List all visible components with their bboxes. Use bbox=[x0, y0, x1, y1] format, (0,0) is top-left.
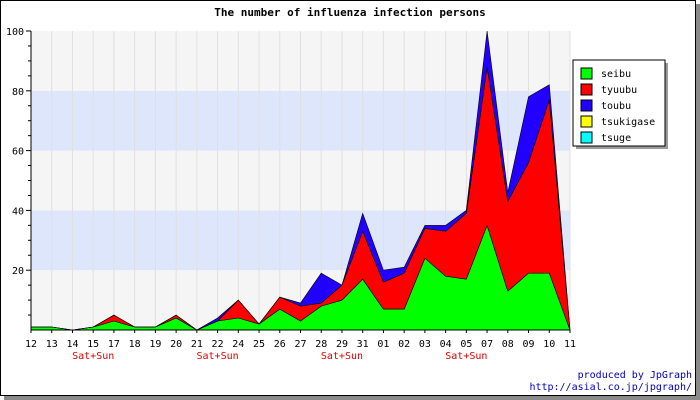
x-tick-label: 07 bbox=[481, 339, 493, 350]
x-tick-label: 25 bbox=[253, 339, 265, 350]
weekend-label: Sat+Sun bbox=[72, 351, 114, 362]
x-tick-label: 12 bbox=[25, 339, 37, 350]
legend-label-tyuubu: tyuubu bbox=[601, 85, 637, 96]
x-tick-label: 03 bbox=[419, 339, 431, 350]
x-tick-label: 01 bbox=[377, 339, 389, 350]
weekend-label: Sat+Sun bbox=[321, 351, 363, 362]
x-tick-label: 28 bbox=[315, 339, 327, 350]
y-tick-label: 60 bbox=[12, 147, 24, 158]
x-tick-label: 15 bbox=[87, 339, 99, 350]
y-tick-label: 40 bbox=[12, 206, 24, 217]
x-tick-label: 21 bbox=[191, 339, 203, 350]
chart-legend: seibu tyuubu toubu tsukigase tsuge bbox=[572, 59, 668, 149]
legend-swatch-tsuge bbox=[580, 131, 593, 144]
x-tick-label: 13 bbox=[46, 339, 58, 350]
x-tick-label: 29 bbox=[336, 339, 348, 350]
x-tick-label: 17 bbox=[108, 339, 120, 350]
x-tick-label: 24 bbox=[232, 339, 244, 350]
x-tick-label: 27 bbox=[294, 339, 306, 350]
chart-title: The number of influenza infection person… bbox=[214, 6, 486, 19]
x-tick-label: 08 bbox=[502, 339, 514, 350]
legend-label-tsuge: tsuge bbox=[601, 133, 631, 144]
legend-swatch-tsukigase bbox=[580, 115, 593, 128]
x-tick-label: 04 bbox=[440, 339, 452, 350]
y-tick-label: 20 bbox=[12, 266, 24, 277]
y-tick-label: 80 bbox=[12, 87, 24, 98]
legend-swatch-seibu bbox=[580, 67, 593, 80]
x-tick-label: 14 bbox=[66, 339, 78, 350]
x-tick-label: 19 bbox=[149, 339, 161, 350]
x-tick-label: 10 bbox=[543, 339, 555, 350]
weekend-label: Sat+Sun bbox=[196, 351, 238, 362]
legend-label-toubu: toubu bbox=[601, 101, 631, 112]
x-tick-label: 22 bbox=[212, 339, 224, 350]
legend-label-seibu: seibu bbox=[601, 69, 631, 80]
x-tick-label: 09 bbox=[523, 339, 535, 350]
legend-swatch-toubu bbox=[580, 99, 593, 112]
legend-swatch-tyuubu bbox=[580, 83, 593, 96]
x-tick-label: 05 bbox=[460, 339, 472, 350]
weekend-label: Sat+Sun bbox=[445, 351, 487, 362]
x-tick-label: 02 bbox=[398, 339, 410, 350]
credit-line-1: produced by JpGraph bbox=[578, 370, 692, 381]
x-tick-label: 20 bbox=[170, 339, 182, 350]
x-tick-label: 11 bbox=[564, 339, 576, 350]
y-tick-label: 100 bbox=[6, 27, 24, 38]
x-tick-label: 26 bbox=[274, 339, 286, 350]
legend-label-tsukigase: tsukigase bbox=[601, 117, 655, 128]
x-tick-label: 18 bbox=[129, 339, 141, 350]
credit-line-2: http://asial.co.jp/jpgraph/ bbox=[529, 382, 692, 393]
x-tick-label: 31 bbox=[357, 339, 369, 350]
